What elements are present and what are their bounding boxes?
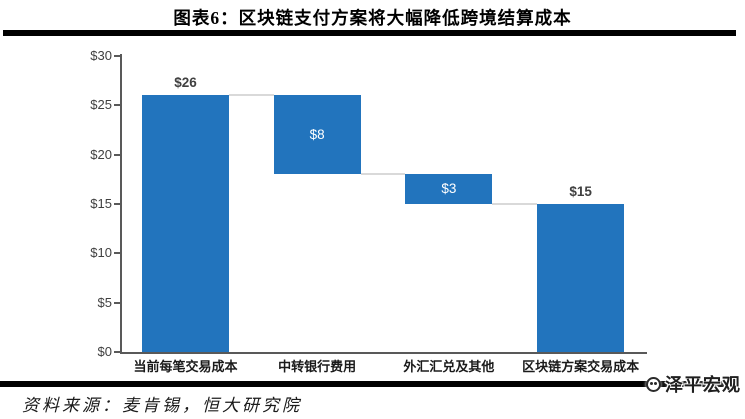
connector-line (360, 173, 406, 176)
waterfall-bar (273, 95, 361, 175)
bar-value-label: $8 (309, 126, 325, 142)
x-category-label: 中转银行费用 (278, 359, 357, 374)
connector-line (229, 94, 274, 97)
bar-value-label: $26 (174, 75, 197, 91)
connector-line (492, 203, 538, 205)
waterfall-bar (142, 95, 229, 352)
y-axis-line (120, 54, 122, 354)
source-text: 资料来源：麦肯锡，恒大研究院 (22, 396, 302, 415)
x-axis-line (120, 352, 647, 354)
y-axis-tick-label: $25 (90, 97, 112, 113)
y-axis-tick (114, 104, 120, 107)
y-axis-tick (114, 351, 120, 353)
waterfall-bar (537, 204, 625, 352)
waterfall-bar (405, 174, 493, 204)
x-category-label: 当前每笔交易成本 (133, 359, 238, 374)
y-axis-tick-label: $5 (97, 294, 112, 310)
figure-title: 图表6：区块链支付方案将大幅降低跨境结算成本 (173, 8, 572, 28)
logo-icon (646, 376, 661, 392)
top-divider (3, 30, 736, 36)
y-axis-tick (114, 252, 120, 255)
y-axis-tick-label: $15 (90, 196, 112, 211)
bottom-divider (0, 381, 737, 387)
bar-value-label: $15 (569, 184, 592, 199)
y-axis-tick (114, 153, 120, 156)
y-axis-tick-label: $30 (90, 48, 112, 63)
y-axis-tick-label: $20 (90, 146, 112, 162)
x-category-label: 外汇汇兑及其他 (403, 359, 495, 374)
y-axis-tick-label: $0 (97, 344, 112, 359)
bar-value-label: $3 (441, 181, 457, 197)
y-axis-tick (114, 55, 120, 57)
y-axis-tick-label: $10 (90, 245, 112, 261)
x-category-label: 区块链方案交易成本 (522, 359, 640, 374)
watermark-text: 泽平宏观 (665, 375, 741, 395)
y-axis-tick (114, 301, 120, 304)
watermark-logo: 泽平宏观 (646, 371, 741, 397)
y-axis-tick (114, 203, 120, 205)
